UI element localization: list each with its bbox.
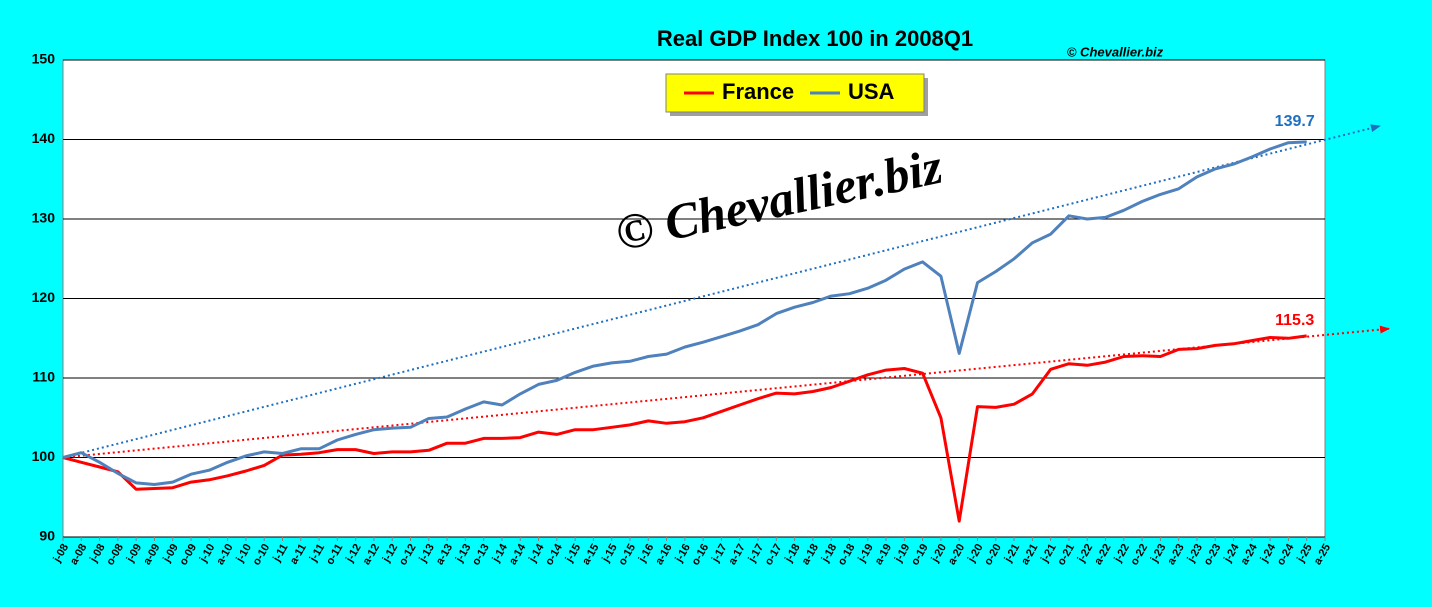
x-tick-label: a-24: [1239, 541, 1261, 567]
x-tick-label: a-23: [1165, 542, 1186, 567]
x-tick-label: o-17: [763, 542, 785, 568]
x-tick-label: a-09: [141, 542, 162, 567]
y-tick-label: 150: [32, 51, 56, 67]
x-tick-label: a-22: [1092, 542, 1113, 567]
end-label: 139.7: [1275, 113, 1315, 130]
y-tick-label: 100: [32, 448, 56, 464]
x-tick-label: a-25: [1312, 542, 1333, 567]
x-tick-label: o-24: [1275, 541, 1297, 567]
series-line: [62, 140, 1307, 486]
x-tick-label: a-13: [434, 542, 455, 567]
x-tick-label: a-10: [214, 542, 235, 567]
x-tick-label: a-11: [288, 542, 309, 567]
x-tick-label: o-22: [1129, 542, 1151, 568]
lines: [62, 124, 1391, 523]
end-label: 115.3: [1275, 312, 1314, 329]
x-tick-label: a-17: [726, 542, 747, 567]
x-tick-label: a-15: [580, 542, 601, 567]
x-tick-label: a-18: [800, 542, 821, 567]
x-tick-label: o-11: [324, 542, 345, 567]
x-tick-label: a-21: [1019, 542, 1040, 567]
x-tick-label: a-16: [653, 542, 674, 567]
x-tick-label: a-12: [361, 542, 382, 567]
y-tick-label: 110: [32, 369, 55, 385]
legend-label: USA: [848, 79, 895, 104]
chart-title: Real GDP Index 100 in 2008Q1: [657, 26, 973, 51]
x-tick-label: o-08: [104, 542, 126, 568]
y-tick-label: 120: [32, 289, 56, 305]
y-tick-label: 90: [39, 528, 55, 544]
legend-items: France USA: [684, 79, 895, 104]
y-tick-label: 130: [32, 210, 56, 226]
legend-label: France: [722, 79, 794, 104]
trend-line: [62, 325, 1391, 459]
x-tick-label: o-09: [177, 542, 199, 568]
x-tick-label: o-20: [982, 542, 1004, 568]
x-tick-label: a-14: [507, 541, 529, 567]
x-tick-label: o-19: [909, 542, 931, 568]
x-tick-label: o-13: [470, 542, 492, 568]
x-tick-label: o-21: [1055, 542, 1077, 568]
x-tick-label: o-18: [836, 542, 858, 568]
trend-line: [62, 124, 1381, 459]
x-tick-label: o-15: [616, 542, 638, 568]
grid: [62, 59, 1326, 541]
x-tick-label: a-20: [946, 542, 967, 567]
x-tick-label: a-19: [873, 542, 894, 567]
series-line: [62, 334, 1307, 523]
x-tick-label: o-14: [543, 541, 565, 567]
x-tick-label: a-08: [68, 542, 89, 567]
y-tick-label: 140: [32, 130, 56, 146]
x-tick-label: o-23: [1202, 542, 1224, 568]
x-tick-label: o-16: [690, 542, 712, 568]
x-tick-label: o-10: [251, 542, 273, 568]
x-tick-label: o-12: [397, 542, 419, 568]
credit: © Chevallier.biz: [1067, 44, 1164, 59]
